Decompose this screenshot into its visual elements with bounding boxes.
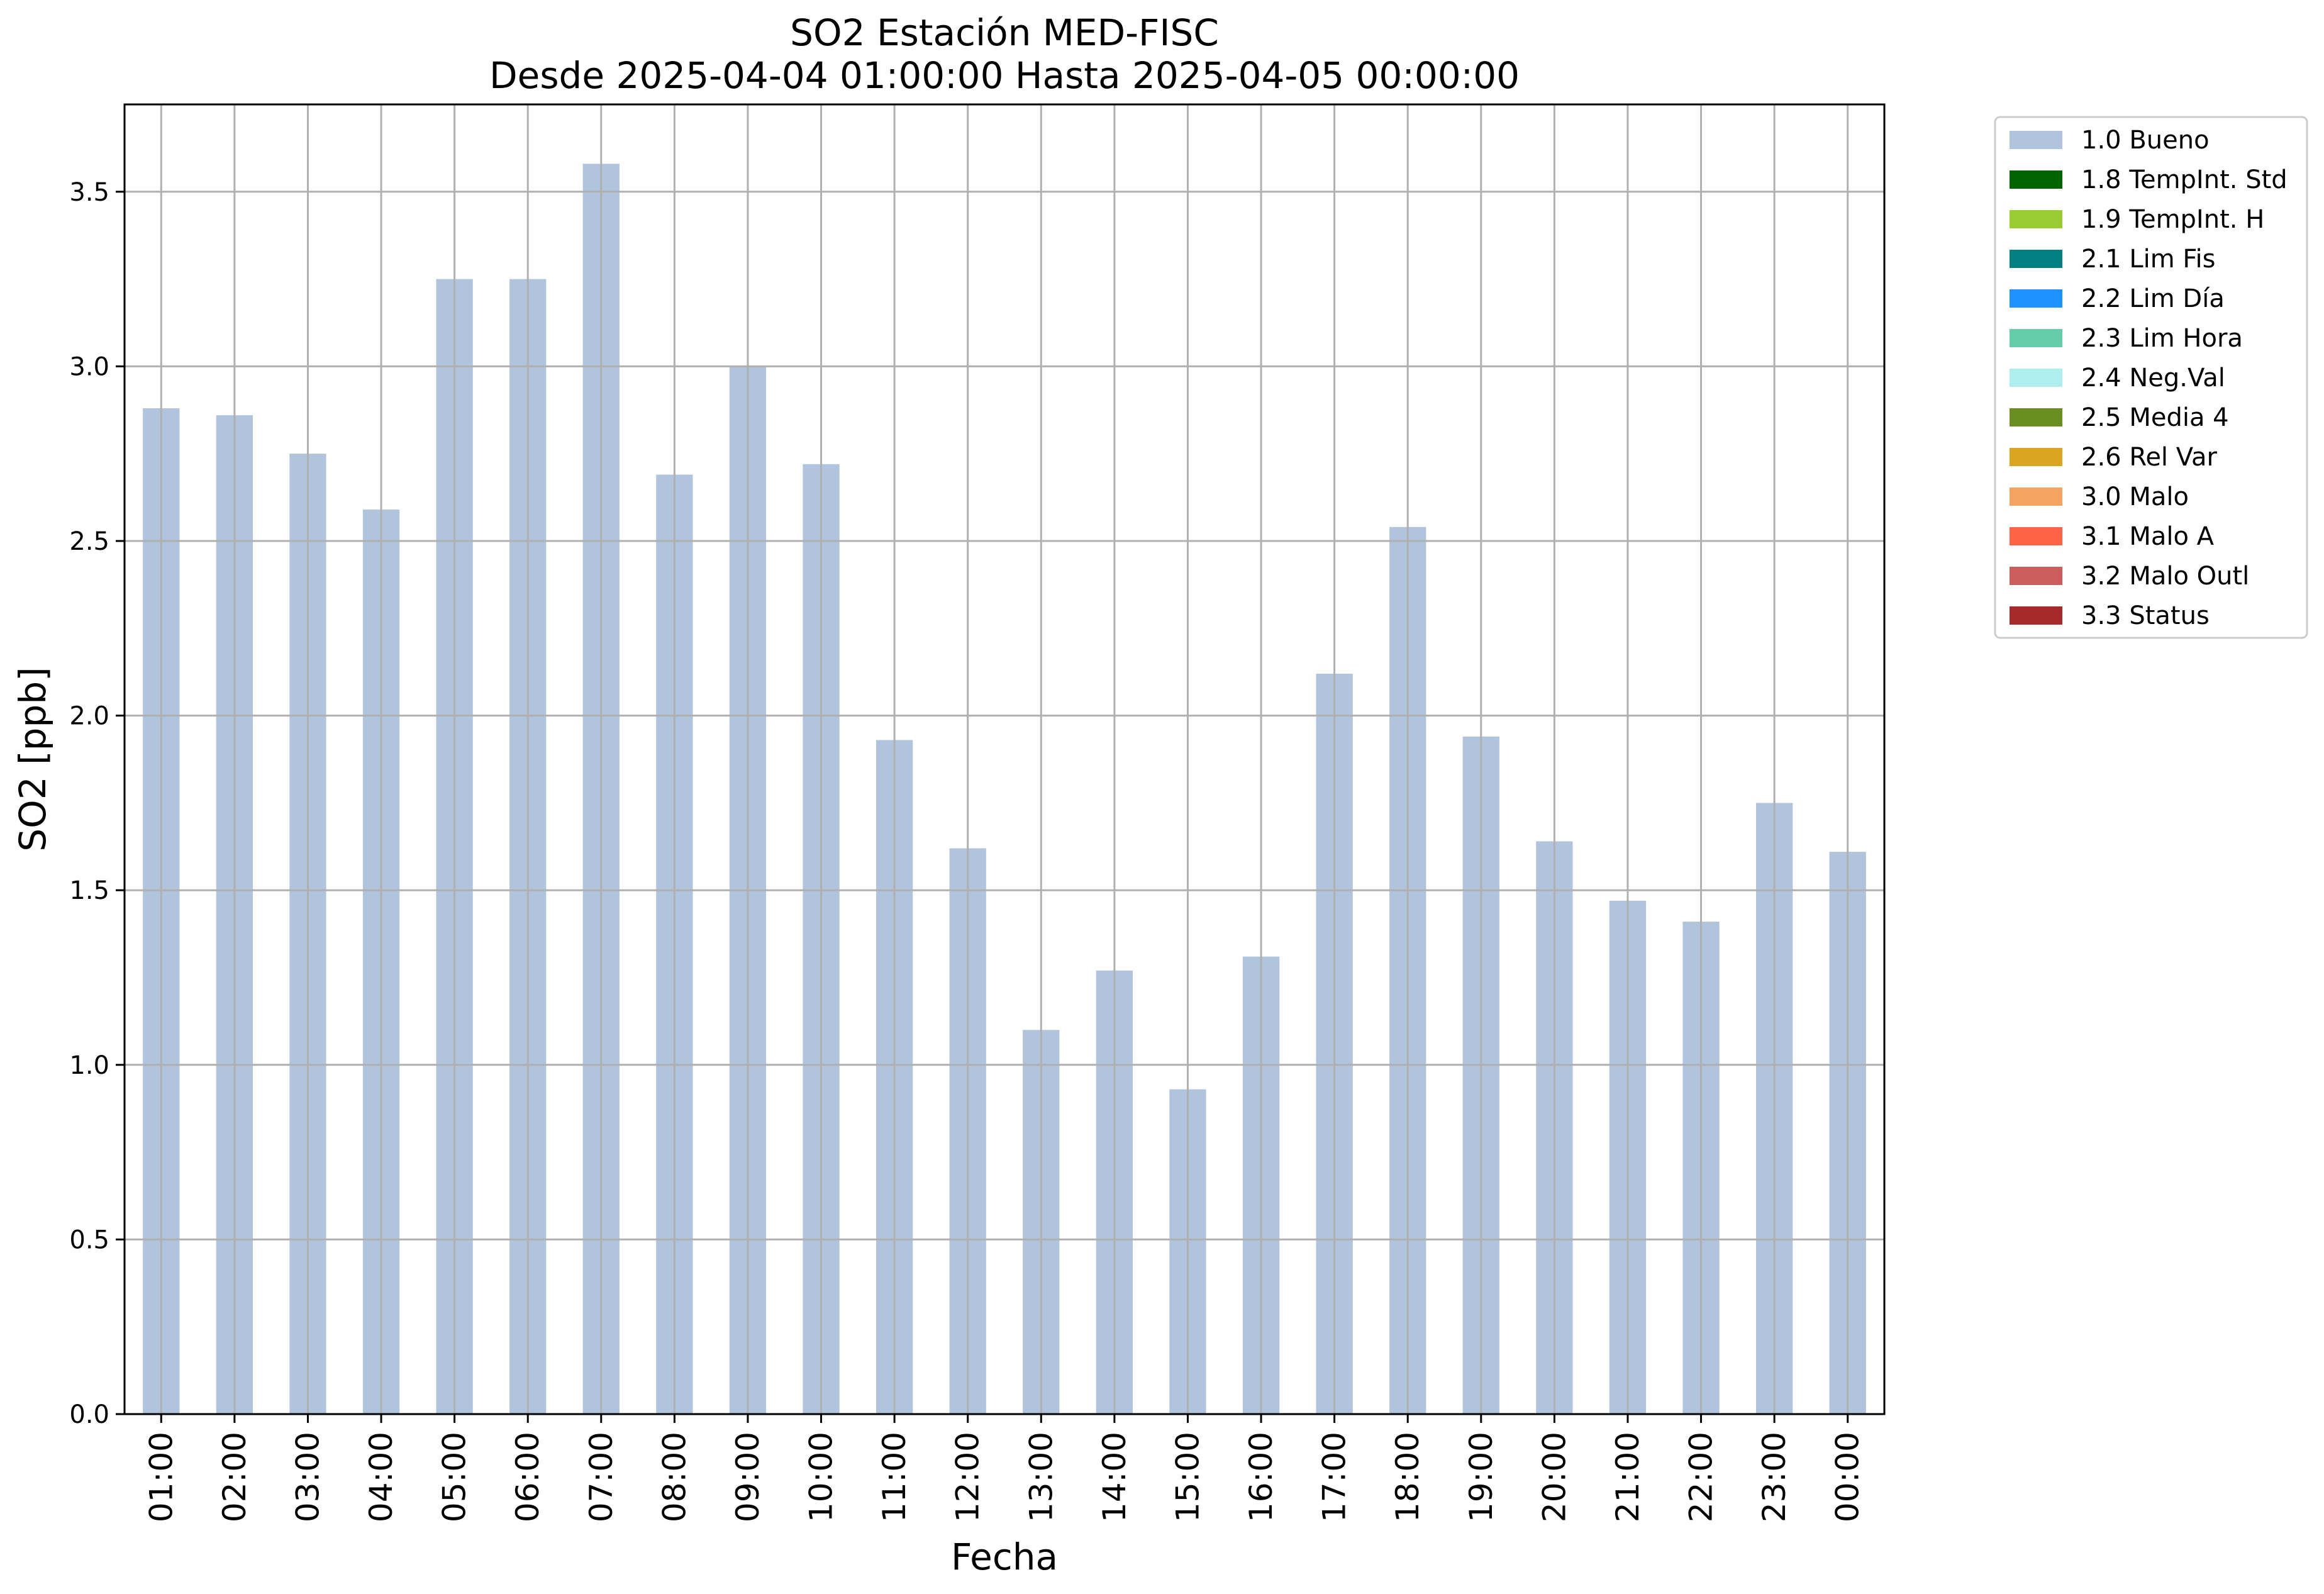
legend-label: 2.5 Media 4 (2081, 403, 2229, 432)
y-tick-label: 2.5 (69, 527, 109, 556)
x-tick-label: 10:00 (803, 1432, 840, 1522)
legend-label: 3.3 Status (2081, 601, 2210, 630)
legend-box (1994, 116, 2308, 639)
x-tick-label: 18:00 (1389, 1432, 1426, 1522)
x-axis-label: Fecha (951, 1535, 1058, 1578)
legend-swatch (2010, 210, 2062, 228)
y-tick-label: 3.0 (69, 352, 109, 381)
y-tick-label: 3.5 (69, 178, 109, 207)
x-tick-label: 23:00 (1756, 1432, 1793, 1522)
legend-swatch (2010, 408, 2062, 426)
legend-swatch (2010, 369, 2062, 387)
legend-label: 2.1 Lim Fis (2081, 245, 2215, 274)
y-tick-label: 2.0 (69, 702, 109, 731)
x-tick-label: 16:00 (1243, 1432, 1279, 1522)
x-tick-label: 08:00 (656, 1432, 692, 1522)
legend-label: 1.8 TempInt. Std (2081, 165, 2288, 194)
x-tick-label: 19:00 (1463, 1432, 1499, 1522)
legend-swatch (2010, 131, 2062, 149)
plot-frame (123, 103, 1886, 1415)
x-tick-label: 11:00 (876, 1432, 913, 1522)
x-tick-label: 02:00 (216, 1432, 253, 1522)
x-axis-ticks: 01:00 02:00 03:00 04:00 05:00 06:00 07:00 08:00… (143, 1414, 1866, 1522)
x-tick-label: 13:00 (1023, 1432, 1059, 1522)
chart-title: SO2 Estación MED-FISC (790, 11, 1219, 54)
x-tick-label: 06:00 (509, 1432, 546, 1522)
legend-swatch (2010, 170, 2062, 189)
legend-label: 3.2 Malo Outl (2081, 562, 2249, 591)
legend-label: 2.4 Neg.Val (2081, 364, 2225, 393)
legend-label: 2.2 Lim Día (2081, 284, 2225, 313)
legend: 1.0 Bueno 1.8 TempInt. Std 1.9 TempInt. H 2… (1994, 116, 2308, 639)
legend-swatch (2010, 567, 2062, 585)
x-tick-label: 04:00 (363, 1432, 399, 1522)
legend-swatch (2010, 289, 2062, 308)
legend-label: 1.0 Bueno (2081, 126, 2210, 155)
legend-swatch (2010, 527, 2062, 545)
y-tick-label: 1.5 (69, 876, 109, 905)
x-tick-label: 00:00 (1830, 1432, 1866, 1522)
legend-label: 2.3 Lim Hora (2081, 324, 2243, 353)
x-tick-label: 14:00 (1096, 1432, 1133, 1522)
bars (143, 164, 1866, 1415)
legend-swatch (2010, 606, 2062, 625)
x-tick-label: 01:00 (143, 1432, 179, 1522)
x-tick-label: 17:00 (1316, 1432, 1353, 1522)
x-tick-label: 07:00 (583, 1432, 620, 1522)
x-tick-label: 15:00 (1169, 1432, 1206, 1522)
y-tick-label: 0.5 (69, 1225, 109, 1254)
legend-swatch (2010, 448, 2062, 466)
legend-swatch (2010, 250, 2062, 268)
x-tick-label: 05:00 (436, 1432, 473, 1522)
x-tick-label: 12:00 (950, 1432, 986, 1522)
y-tick-label: 1.0 (69, 1051, 109, 1080)
x-tick-label: 21:00 (1610, 1432, 1646, 1522)
legend-swatch (2010, 488, 2062, 506)
x-tick-label: 09:00 (730, 1432, 766, 1522)
y-tick-label: 0.0 (69, 1400, 109, 1429)
chart-subtitle: Desde 2025-04-04 01:00:00 Hasta 2025-04-… (489, 54, 1520, 97)
legend-swatch (2010, 329, 2062, 347)
y-axis-label: SO2 [ppb] (11, 667, 54, 852)
legend-label: 3.0 Malo (2081, 482, 2189, 511)
x-tick-label: 20:00 (1536, 1432, 1572, 1522)
x-tick-label: 22:00 (1683, 1432, 1720, 1522)
legend-label: 3.1 Malo A (2081, 522, 2215, 551)
legend-label: 2.6 Rel Var (2081, 443, 2218, 472)
legend-label: 1.9 TempInt. H (2081, 205, 2264, 234)
y-axis-ticks: 0.0 0.5 1.0 1.5 2.0 2.5 3.0 3.5 (69, 178, 125, 1429)
x-tick-label: 03:00 (289, 1432, 326, 1522)
